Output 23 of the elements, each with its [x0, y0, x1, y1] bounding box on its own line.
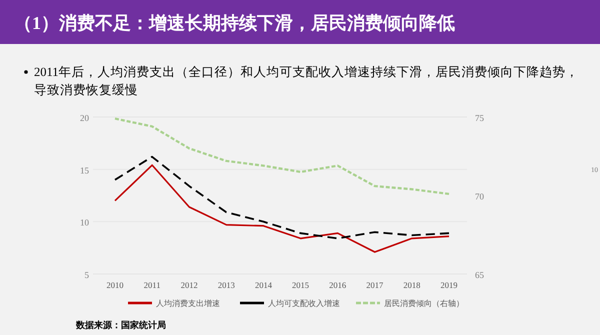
y-tick-label: 20: [80, 113, 90, 123]
legend-label: 居民消费倾向（右轴）: [384, 299, 464, 308]
x-tick-label: 2013: [218, 280, 235, 290]
x-tick-label: 2014: [254, 280, 273, 290]
x-tick-label: 2011: [144, 280, 160, 290]
x-tick-label: 2012: [180, 280, 198, 290]
x-tick-label: 2015: [292, 280, 310, 290]
y2-tick-label: 75: [475, 113, 484, 123]
y2-tick-label: 65: [475, 270, 484, 280]
chart-title: （1）消费不足：增速长期持续下滑，居民消费倾向降低: [14, 13, 455, 33]
y-tick-label: 10: [80, 218, 90, 228]
chart-subtitle: 2011年后，人均消费支出（全口径）和人均可支配收入增速持续下滑，居民消费倾向下降趋势，导致消费恢复缓慢: [34, 64, 580, 99]
source-note: 数据来源：国家统计局: [75, 320, 166, 330]
x-tick-label: 2010: [106, 280, 124, 290]
legend-label: 人均可支配收入增速: [268, 299, 340, 308]
legend-label: 人均消费支出增速: [156, 299, 220, 308]
x-tick-label: 2017: [366, 280, 384, 290]
y2-tick-label: 70: [475, 192, 484, 202]
y-tick-label: 15: [80, 165, 90, 176]
x-tick-label: 2018: [403, 280, 420, 290]
x-tick-label: 2019: [440, 280, 458, 290]
y-tick-label: 5: [84, 270, 90, 280]
x-tick-label: 2016: [329, 280, 346, 290]
